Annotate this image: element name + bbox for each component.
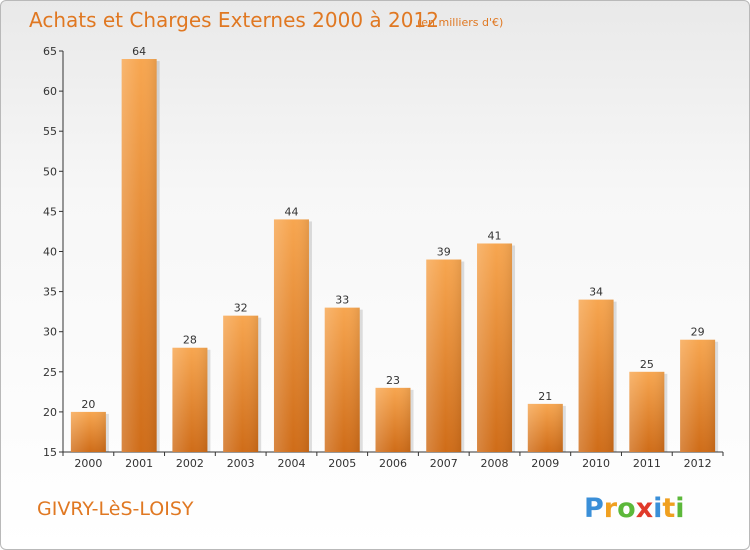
value-label: 20: [81, 398, 95, 411]
x-tick-label: 2003: [227, 457, 255, 470]
logo-letter: i: [675, 493, 684, 524]
logo-letter: o: [617, 493, 636, 524]
bar-shine: [527, 403, 563, 452]
axes: 15 20 25 30 35 40 45 50 55 60 65 2000 2001 2002 2003 20…: [43, 45, 724, 470]
y-tick-label: 30: [43, 326, 57, 339]
x-tick-label: 2011: [633, 457, 661, 470]
value-label: 21: [538, 390, 552, 403]
value-label: 32: [234, 302, 248, 315]
x-tick-label: 2008: [481, 457, 509, 470]
value-label: 29: [691, 326, 705, 339]
bar-shine: [172, 347, 208, 452]
value-label: 44: [284, 205, 298, 218]
x-tick-label: 2005: [328, 457, 356, 470]
value-label: 23: [386, 374, 400, 387]
x-tick-label: 2000: [74, 457, 102, 470]
value-label: 64: [132, 45, 146, 58]
y-tick-label: 35: [43, 286, 57, 299]
chart-subtitle: (en milliers d'€): [417, 16, 503, 29]
bars: [70, 59, 719, 453]
bar-shine: [223, 315, 259, 452]
value-label: 25: [640, 358, 654, 371]
value-label: 39: [437, 246, 451, 259]
y-tick-label: 45: [43, 205, 57, 218]
bar-shine: [477, 243, 513, 452]
x-tick-label: 2009: [531, 457, 559, 470]
x-tick-label: 2004: [277, 457, 305, 470]
bar-shine: [578, 299, 614, 452]
place-name: GIVRY-LèS-LOISY: [37, 498, 194, 520]
value-label: 41: [488, 229, 502, 242]
y-tick-label: 60: [43, 85, 57, 98]
proxiti-logo: Proxiti: [584, 493, 685, 524]
logo-letter: r: [604, 493, 618, 524]
bar-shine: [629, 371, 665, 452]
value-label: 34: [589, 286, 603, 299]
y-tick-label: 55: [43, 125, 57, 138]
value-labels: 20 64 28 32 44 33 23 39 41 21 34 25 29: [81, 45, 704, 411]
value-label: 33: [335, 294, 349, 307]
bar-shine: [273, 219, 309, 452]
bar-shine: [121, 59, 157, 453]
value-label: 28: [183, 334, 197, 347]
x-tick-label: 2012: [684, 457, 712, 470]
y-tick-label: 40: [43, 246, 57, 259]
y-tick-label: 20: [43, 406, 57, 419]
bar-shine: [375, 387, 411, 452]
x-tick-label: 2007: [430, 457, 458, 470]
bar-shine: [70, 411, 106, 452]
y-tick-label: 15: [43, 446, 57, 459]
logo-letter: i: [653, 493, 662, 524]
bar-shine: [324, 307, 360, 452]
chart-title: Achats et Charges Externes 2000 à 2012: [29, 8, 439, 32]
x-tick-label: 2002: [176, 457, 204, 470]
logo-letter: P: [584, 493, 604, 524]
y-tick-label: 50: [43, 165, 57, 178]
logo-letter: x: [636, 493, 653, 524]
y-tick-label: 25: [43, 366, 57, 379]
x-tick-label: 2001: [125, 457, 153, 470]
logo-letter: t: [662, 493, 675, 524]
x-tick-label: 2010: [582, 457, 610, 470]
bar-shine: [426, 259, 462, 452]
y-tick-label: 65: [43, 45, 57, 58]
bar-shine: [680, 339, 716, 452]
x-tick-label: 2006: [379, 457, 407, 470]
